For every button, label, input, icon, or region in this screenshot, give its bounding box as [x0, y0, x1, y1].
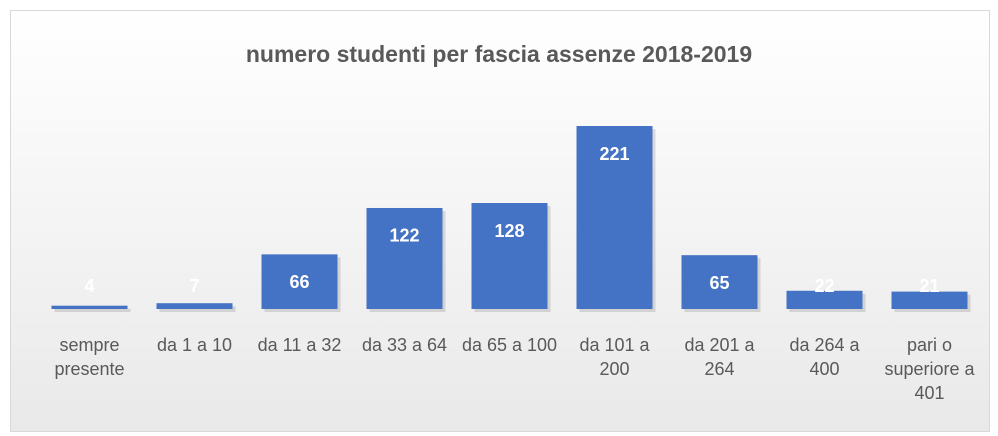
x-tick-label: da 101 a 200 [579, 335, 650, 379]
value-label: 66 [289, 272, 309, 292]
x-tick-label: da 1 a 10 [156, 335, 233, 355]
bar [156, 303, 233, 309]
bar [681, 255, 758, 309]
value-label: 122 [389, 226, 419, 246]
bar [261, 254, 338, 309]
x-tick-label: da 11 a 32 [257, 335, 342, 355]
value-label: 22 [814, 276, 834, 296]
bar-shadow [54, 308, 131, 312]
value-label: 221 [599, 144, 629, 164]
bar [786, 290, 863, 309]
chart-title: numero studenti per fascia assenze 2018-… [246, 41, 752, 67]
x-tick-label: pari o superiore a 401 [884, 335, 975, 403]
value-label: 65 [709, 273, 729, 293]
x-tick-label: da 65 a 100 [461, 335, 558, 355]
value-label: 128 [494, 221, 524, 241]
bar [471, 203, 548, 309]
bar [891, 291, 968, 309]
bar-shadow [159, 306, 236, 312]
bar [51, 305, 128, 309]
bar [576, 126, 653, 310]
x-tick-label: da 33 a 64 [361, 335, 448, 355]
x-tick-label: da 264 a 400 [789, 335, 860, 379]
value-label: 4 [84, 276, 94, 296]
bar [366, 207, 443, 309]
x-tick-label: sempre presente [54, 335, 125, 379]
value-label: 21 [919, 276, 939, 296]
value-label: 7 [189, 276, 199, 296]
x-tick-label: da 201 a 264 [684, 335, 755, 379]
